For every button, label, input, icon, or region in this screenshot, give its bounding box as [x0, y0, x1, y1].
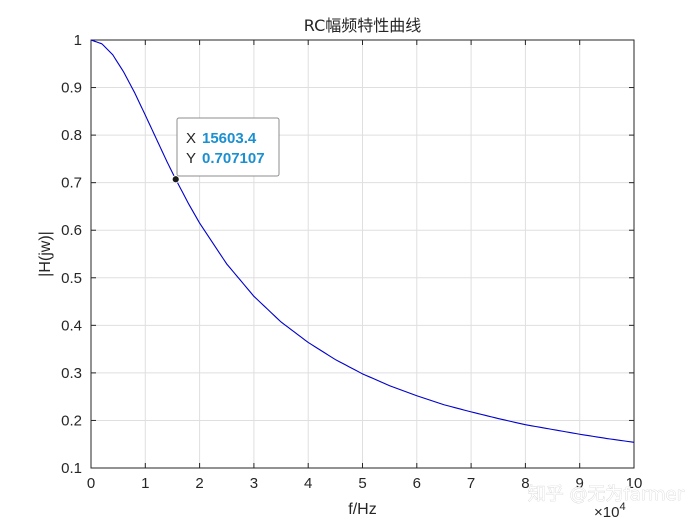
y-axis-label: |H(jw)|: [37, 231, 54, 277]
y-tick-label: 0.7: [61, 175, 82, 192]
chart-title: RC幅频特性曲线: [304, 16, 422, 35]
datatip-y-key: Y: [186, 150, 196, 167]
datatip-marker[interactable]: [171, 175, 180, 184]
y-tick-label: 0.2: [61, 412, 82, 429]
x-tick-label: 3: [250, 475, 258, 492]
x-axis-exponent-power: 4: [619, 501, 625, 513]
tick-labels: 0 1 2 3 4 5 6 7 8 9 10 0.1 0.2 0.3 0.4 0.5 0.6 0.7 0.8 0.9 1: [61, 32, 642, 492]
magnitude-response-line: [90, 39, 635, 443]
datatip-x-value: 15603.4: [202, 130, 257, 147]
x-tick-label: 5: [358, 475, 366, 492]
x-tick-label: 1: [141, 475, 149, 492]
y-tick-label: 0.4: [61, 317, 82, 334]
y-tick-label: 0.9: [61, 80, 82, 97]
y-tick-label: 0.8: [61, 127, 82, 144]
x-axis-label: f/Hz: [348, 501, 376, 518]
axis-ticks: [90, 39, 635, 469]
x-tick-label: 6: [413, 475, 421, 492]
x-tick-label: 4: [304, 475, 312, 492]
y-tick-label: 0.1: [61, 460, 82, 477]
datatip-y-value: 0.707107: [202, 150, 265, 167]
datatip-x-key: X: [186, 130, 196, 147]
x-tick-label: 7: [467, 475, 475, 492]
x-tick-label: 9: [576, 475, 584, 492]
y-tick-label: 0.3: [61, 365, 82, 382]
x-axis-exponent-base: ×10: [594, 504, 619, 521]
datatip-box: [176, 117, 280, 177]
x-tick-label: 0: [87, 475, 95, 492]
datatip[interactable]: X 15603.4 Y 0.707107: [171, 117, 280, 184]
y-tick-label: 0.6: [61, 222, 82, 239]
watermark: 知乎 @无为farmer: [528, 484, 685, 505]
x-tick-label: 8: [521, 475, 529, 492]
x-tick-label: 10: [626, 475, 643, 492]
x-tick-label: 2: [195, 475, 203, 492]
x-axis-exponent: ×104: [594, 501, 626, 521]
y-tick-label: 1: [74, 32, 82, 49]
y-tick-label: 0.5: [61, 270, 82, 287]
